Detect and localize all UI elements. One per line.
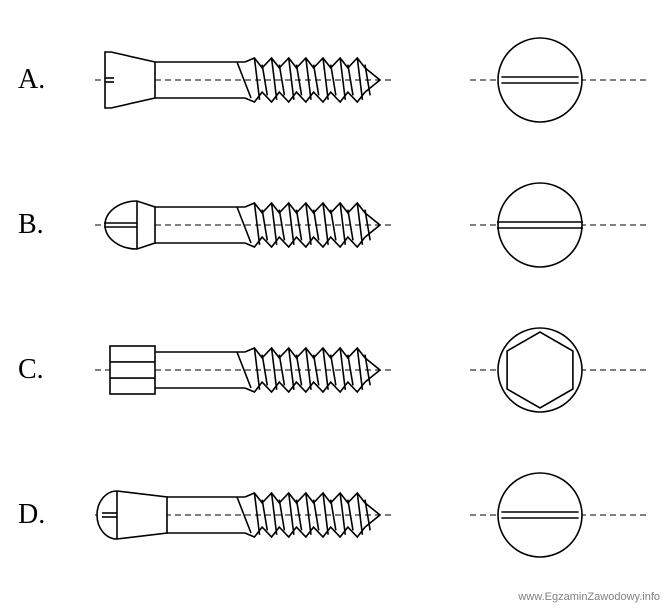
screw-side-view-C xyxy=(95,320,395,420)
option-label-A: A. xyxy=(18,64,45,96)
option-label-C: C. xyxy=(18,354,44,386)
screw-row-B: B. xyxy=(0,165,670,285)
screw-head-view-A xyxy=(470,30,650,130)
screw-side-view-D xyxy=(95,465,395,565)
screw-row-D: D. xyxy=(0,455,670,575)
screw-head-view-B xyxy=(470,175,650,275)
screw-row-C: C. xyxy=(0,310,670,430)
screw-row-A: A. xyxy=(0,20,670,140)
screw-side-view-A xyxy=(95,30,395,130)
screw-head-view-C xyxy=(470,320,650,420)
screw-head-view-D xyxy=(470,465,650,565)
option-label-D: D. xyxy=(18,499,45,531)
screw-side-view-B xyxy=(95,175,395,275)
footer-attribution: www.EgzaminZawodowy.info xyxy=(518,591,660,603)
option-label-B: B. xyxy=(18,209,44,241)
